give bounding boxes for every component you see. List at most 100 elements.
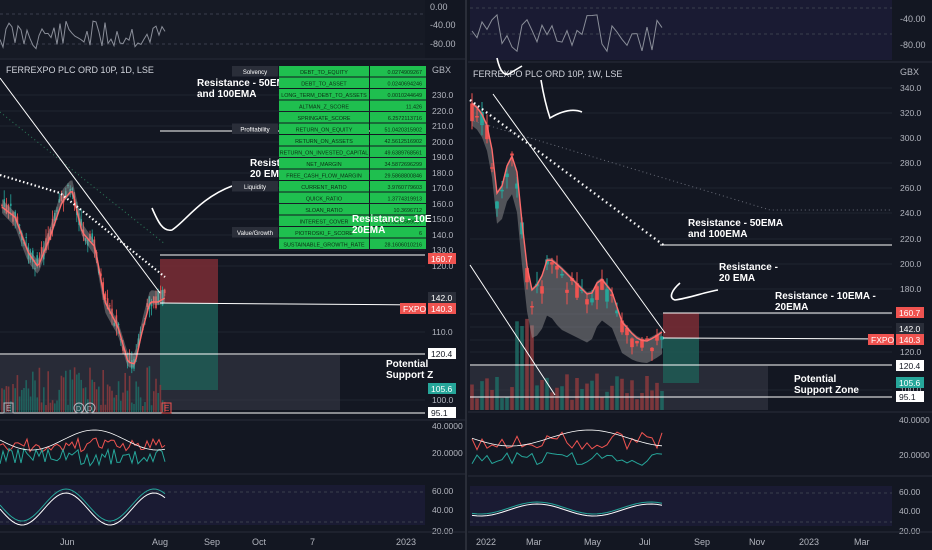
left-event-marker-d2[interactable] (84, 402, 96, 414)
left-volume-bar (100, 404, 102, 412)
left-candle-body (159, 290, 162, 295)
left-tag-support-2 (428, 383, 456, 394)
right-candle-body (510, 153, 514, 156)
fund-value-label-11: 1.3774319913 (388, 197, 422, 203)
fund-metric-cell (279, 169, 369, 180)
right-volume-bar (650, 390, 654, 410)
fund-value-label-0: 0.0274909267 (388, 70, 422, 76)
left-candle-body (89, 233, 91, 240)
left-event-marker-e1[interactable] (3, 402, 14, 414)
right-price-tick-2: 300.0 (900, 133, 922, 143)
left-osc-bot-tick-1: 40.00 (432, 505, 454, 515)
right-time-axis[interactable]: 2022 Mar May Jul Sep Nov 2023 Mar (476, 537, 870, 547)
left-volume-bar (93, 382, 96, 412)
left-oscillator-top-line (0, 20, 166, 50)
right-volume-bar (655, 382, 659, 410)
fund-value-label-3: 11.426 (406, 105, 422, 111)
fund-value-cell (370, 181, 426, 192)
right-annotation-8: Support Zone (794, 385, 859, 396)
left-volume-bar (128, 375, 131, 412)
left-volume-bar (7, 386, 10, 412)
left-candle-body (43, 249, 45, 260)
right-oscillator-top-line (471, 13, 663, 53)
right-tag-resistance-label: 160.7 (899, 308, 921, 318)
right-level-price (662, 337, 893, 340)
fund-metric-cell (279, 112, 369, 123)
right-candle-body (630, 338, 634, 348)
fund-value-cell (370, 158, 426, 169)
right-candle-body (565, 289, 569, 293)
left-volume-bars (1, 366, 166, 412)
fund-metric-cell (279, 77, 369, 88)
right-time-tick-5: Nov (749, 537, 766, 547)
right-candle-body (595, 286, 599, 300)
right-candle-body (515, 183, 519, 189)
right-tag-price (896, 323, 924, 334)
left-volume-bar (146, 367, 148, 412)
fund-metric-label-14: PIOTROSKI_F_SCORE (295, 231, 353, 237)
left-volume-bar (67, 404, 69, 412)
left-candle-body (100, 273, 102, 277)
left-candle-body (139, 331, 142, 333)
fund-metric-cell (279, 158, 369, 169)
fund-metric-label-12: SLOAN_RATIO (305, 208, 342, 214)
fund-value-cell (370, 123, 426, 134)
left-volume-bar (135, 381, 137, 412)
left-candle-body (12, 212, 14, 222)
fund-metric-cell (279, 66, 369, 77)
left-volume-bar (104, 404, 107, 412)
left-volume-bar (148, 366, 151, 412)
right-volume-bar (475, 398, 479, 410)
left-event-marker-e2-label: E (164, 404, 169, 413)
left-candle-body (104, 293, 107, 300)
left-volume-bar (153, 391, 155, 412)
left-annotation-1: Resistance - 50EMA (197, 78, 292, 89)
left-price-tick-12: 110.0 (432, 327, 453, 337)
left-chart-panel[interactable]: 0.00 -40.00 -80.00 FERREXPO PLC ORD 10P,… (0, 0, 465, 547)
left-level-price (159, 302, 426, 306)
fund-metric-cell (279, 181, 369, 192)
right-price-tick-8: 180.0 (900, 284, 922, 294)
right-candle-body (615, 310, 619, 314)
left-event-marker-e2[interactable] (161, 402, 172, 414)
fund-group-cell (232, 123, 278, 134)
left-price-tick-1: 220.0 (432, 106, 454, 116)
left-osc-bot-tick-2: 20.00 (432, 526, 454, 536)
right-candle-body (500, 189, 504, 192)
right-time-tick-2: May (584, 537, 602, 547)
left-volume-bar (87, 399, 89, 412)
fund-value-cell (370, 146, 426, 157)
right-candle-body (650, 347, 654, 352)
left-tag-price (428, 292, 456, 303)
left-adx-line (0, 429, 166, 451)
left-event-marker-d1[interactable] (73, 402, 85, 414)
right-tag-price-label: 142.0 (899, 324, 921, 334)
left-volume-bar (73, 367, 76, 412)
left-event-marker-d1-label: D (76, 406, 81, 413)
fund-value-cell (370, 227, 426, 238)
left-price-tick-11: 120.0 (432, 261, 454, 271)
right-annotation-6: 20EMA (775, 302, 808, 313)
left-volume-bar (102, 369, 104, 412)
left-arrow-stroke (151, 185, 233, 232)
left-time-axis[interactable]: Jun Aug Sep Oct 7 2023 (60, 537, 416, 547)
left-price-tick-4: 190.0 (432, 152, 454, 162)
right-candle-body (585, 299, 589, 305)
right-volume-bar (515, 321, 519, 410)
left-volume-bar (157, 392, 159, 412)
fund-value-cell (370, 112, 426, 123)
right-volume-bar (625, 393, 629, 410)
right-candle-body (475, 116, 479, 118)
left-volume-bar (113, 397, 115, 412)
left-volume-bar (150, 405, 153, 412)
left-candle-body (18, 224, 21, 226)
left-price-axis[interactable]: 230.0 220.0 210.0 200.0 190.0 180.0 170.0 160.0… (432, 90, 454, 405)
left-volume-bar (21, 389, 23, 412)
fund-value-label-8: 34.5872696299 (385, 162, 422, 168)
right-chart-panel[interactable]: -40.00 -80.00 FERREXPO PLC ORD 10P, 1W, … (468, 0, 932, 547)
left-volume-bar (115, 394, 118, 412)
fund-value-cell (370, 100, 426, 111)
left-price-tick-10: 130.0 (432, 245, 454, 255)
left-osc-bot-tick-0: 60.00 (432, 486, 454, 496)
